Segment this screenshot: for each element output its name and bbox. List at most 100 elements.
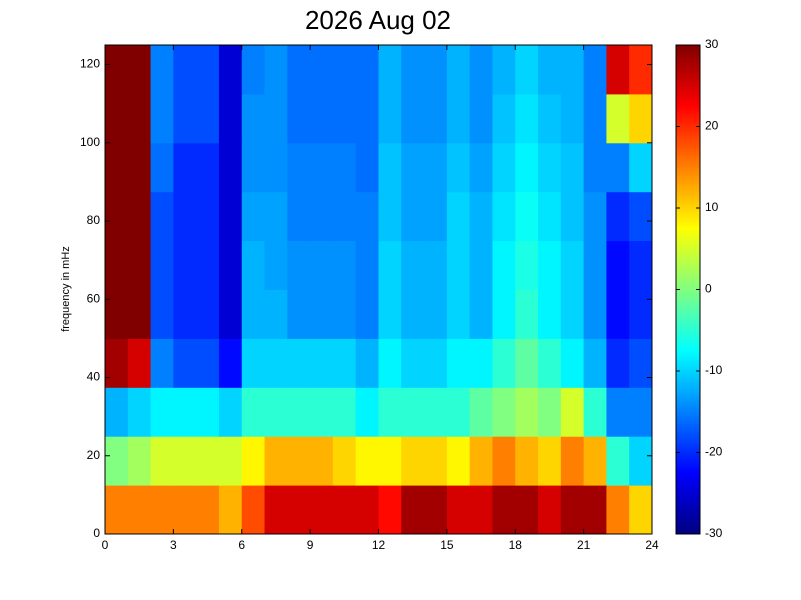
cell [355,45,379,95]
cell [401,436,425,486]
cell [127,387,152,437]
cell [241,191,266,242]
cell [401,240,425,290]
cell [218,240,243,290]
cell [355,387,379,437]
cell [515,240,539,290]
cell [583,191,607,242]
cell [150,93,174,144]
x-tick-label: 15 [440,538,454,552]
cell [150,240,174,290]
cell [538,93,562,144]
cell [560,387,585,437]
cell [196,191,220,242]
cell [492,45,516,95]
cell [401,142,425,193]
cell [127,45,152,95]
cell [196,485,220,535]
cell [583,338,607,388]
colorbar-tick-label: -10 [705,363,723,377]
cell [150,436,174,486]
cell [583,45,607,95]
cell [355,338,379,388]
cell [287,436,311,486]
cell [492,191,516,242]
cell [173,436,197,486]
cell [150,289,174,339]
cell [424,45,448,95]
cell [606,289,630,339]
cell [446,387,471,437]
cell [310,436,334,486]
cell [332,289,357,339]
cell [446,338,471,388]
cell [173,289,197,339]
cell [332,240,357,290]
cell [469,338,493,388]
cell [446,191,471,242]
cell [629,142,653,193]
cell [264,191,288,242]
cell [469,191,493,242]
cell [492,338,516,388]
cell [424,142,448,193]
cell [401,338,425,388]
cell [424,289,448,339]
cell [538,240,562,290]
colorbar-tick-label: -20 [705,445,723,459]
cell [629,338,653,388]
cell [196,142,220,193]
cell [515,289,539,339]
cell [150,191,174,242]
cell [105,142,129,193]
cell [173,240,197,290]
cell [606,142,630,193]
cell [173,191,197,242]
cell [310,289,334,339]
cell [446,240,471,290]
cell [538,436,562,486]
y-tick-label: 80 [87,213,101,227]
cell [310,387,334,437]
colorbar-tick-label: 20 [705,119,719,133]
cell [538,45,562,95]
cell [560,240,585,290]
cell [538,338,562,388]
cell [218,191,243,242]
colorbar-tick-label: 30 [705,37,719,51]
y-tick-label: 0 [93,526,100,540]
cell [355,289,379,339]
cell [218,387,243,437]
x-tick-label: 21 [577,538,591,552]
cell [264,436,288,486]
cell [287,45,311,95]
cell [606,93,630,144]
cell [287,142,311,193]
cell [629,240,653,290]
cell [515,93,539,144]
y-tick-label: 20 [87,448,101,462]
cell [629,289,653,339]
cell [150,387,174,437]
cell [355,142,379,193]
cell [105,289,129,339]
cell [606,338,630,388]
colorbar-tick-label: -30 [705,526,723,540]
cell [196,387,220,437]
cell [606,485,630,535]
cell [287,485,311,535]
cell [173,485,197,535]
cell [583,485,607,535]
cell [538,485,562,535]
cell [469,387,493,437]
cell [310,485,334,535]
cell [218,485,243,535]
cell [355,191,379,242]
y-axis-label: frequency in mHz [60,246,72,332]
cell [173,93,197,144]
cell [287,191,311,242]
cell [150,45,174,95]
cell [424,387,448,437]
cell [560,289,585,339]
